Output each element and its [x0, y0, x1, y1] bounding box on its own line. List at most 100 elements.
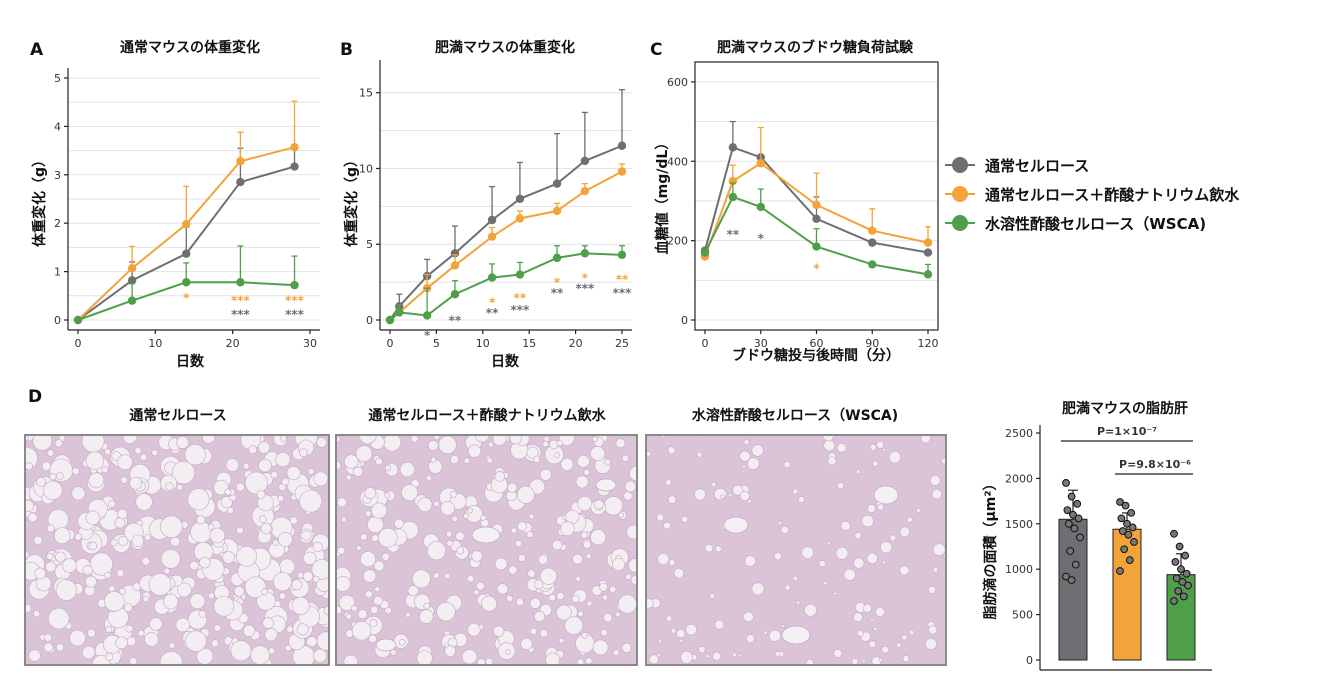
- fat-droplet: [185, 630, 207, 652]
- fat-droplet: [149, 617, 163, 631]
- fat-droplet: [261, 588, 269, 596]
- fat-droplet: [784, 584, 791, 591]
- panel-c-title: 肥満マウスのブドウ糖負荷試験: [717, 39, 914, 56]
- individual-point: [1177, 565, 1185, 574]
- fat-droplet: [270, 470, 278, 479]
- fat-droplet: [780, 624, 785, 628]
- fat-droplet: [375, 457, 383, 466]
- fat-droplet: [533, 610, 546, 623]
- fat-droplet: [116, 569, 125, 577]
- fat-droplet: [575, 475, 589, 489]
- fat-droplet: [626, 524, 637, 540]
- fat-droplet: [712, 651, 722, 661]
- fat-droplet: [572, 553, 583, 565]
- fat-droplet: [28, 512, 38, 523]
- fat-droplet: [438, 435, 457, 455]
- fat-droplet: [230, 640, 252, 662]
- data-point: [552, 206, 562, 216]
- fat-droplet: [139, 453, 148, 461]
- data-point: [580, 187, 590, 196]
- fat-droplet: [302, 571, 314, 582]
- fat-droplet: [583, 469, 590, 476]
- fat-droplet: [374, 586, 381, 593]
- histology-frame: [645, 434, 947, 666]
- fat-droplet: [307, 467, 315, 475]
- legend-label-acetate: 通常セルロース＋酢酸ナトリウム飲水: [985, 186, 1240, 204]
- fat-droplet: [85, 510, 101, 525]
- x-tick-label: 0: [75, 337, 82, 350]
- fat-droplet: [714, 487, 727, 501]
- fat-droplet: [929, 475, 941, 486]
- data-point: [728, 143, 738, 152]
- fat-droplet: [840, 520, 851, 531]
- fat-droplet: [281, 477, 290, 486]
- fat-droplet: [545, 652, 561, 665]
- fat-droplet: [856, 629, 864, 637]
- significance-marker: *: [582, 271, 589, 285]
- fat-droplet: [854, 531, 862, 540]
- fat-droplet: [352, 466, 364, 477]
- fat-droplet: [412, 569, 431, 589]
- legend-label-normal: 通常セルロース: [985, 157, 1089, 175]
- individual-point: [1170, 597, 1178, 605]
- individual-point: [1067, 492, 1076, 501]
- fat-droplet: [137, 629, 145, 637]
- fat-droplet: [867, 504, 876, 513]
- fat-droplet: [82, 565, 93, 576]
- data-point: [385, 315, 395, 325]
- data-point: [552, 179, 562, 188]
- x-tick-label: 30: [754, 337, 768, 350]
- fat-droplet: [873, 626, 878, 631]
- fat-droplet: [630, 574, 637, 585]
- fat-droplet: [117, 454, 133, 471]
- y-tick-label: 0: [54, 314, 61, 327]
- fat-droplet: [882, 447, 887, 452]
- fat-droplet: [362, 569, 377, 583]
- fat-droplet: [189, 560, 199, 571]
- fat-droplet: [373, 595, 383, 606]
- y-tick-label: 200: [667, 235, 688, 248]
- fat-droplet: [599, 582, 609, 592]
- fat-droplet: [571, 594, 580, 603]
- fat-droplet: [446, 539, 454, 547]
- individual-point: [1117, 514, 1126, 523]
- fat-droplet: [902, 655, 910, 663]
- legend: 通常セルロース 通常セルロース＋酢酸ナトリウム飲水 水溶性酢酸セルロース（WSC…: [945, 157, 1240, 233]
- y-tick-label: 10: [359, 162, 373, 175]
- fat-droplet: [449, 491, 457, 498]
- fat-droplet: [123, 603, 133, 612]
- significance-marker: ***: [285, 294, 305, 308]
- fat-droplet: [81, 435, 105, 453]
- fat-droplet: [455, 531, 465, 541]
- fat-droplet: [556, 440, 563, 447]
- data-point: [487, 232, 497, 241]
- fat-droplet: [494, 557, 508, 571]
- fat-droplet: [297, 571, 304, 579]
- fat-droplet: [151, 449, 159, 457]
- x-tick-label: 5: [433, 337, 440, 350]
- fat-droplet: [373, 560, 385, 572]
- fat-droplet: [621, 454, 629, 462]
- p-value-label: P=1×10⁻⁷: [1097, 425, 1157, 438]
- fat-droplet: [433, 500, 440, 507]
- panel-a-xlabel: 日数: [176, 353, 205, 370]
- significance-marker: *: [424, 329, 431, 343]
- fat-droplet: [583, 540, 592, 549]
- fat-droplet: [427, 541, 447, 561]
- data-point: [487, 273, 497, 282]
- fat-droplet: [344, 454, 359, 469]
- fat-droplet: [280, 435, 288, 442]
- panel-c-ylabel: 血糖値（mg/dL）: [654, 136, 671, 255]
- data-point: [127, 276, 137, 285]
- fat-droplet: [407, 585, 419, 597]
- fat-droplet: [506, 594, 514, 602]
- fat-droplet: [55, 551, 66, 563]
- fat-droplet: [25, 499, 34, 512]
- fat-droplet: [851, 658, 859, 665]
- individual-point: [1184, 581, 1192, 590]
- fat-droplet: [345, 613, 352, 620]
- fat-droplet: [804, 603, 817, 617]
- individual-point: [1182, 569, 1191, 578]
- fat-droplet: [360, 551, 376, 568]
- y-tick-label: 500: [1012, 609, 1033, 622]
